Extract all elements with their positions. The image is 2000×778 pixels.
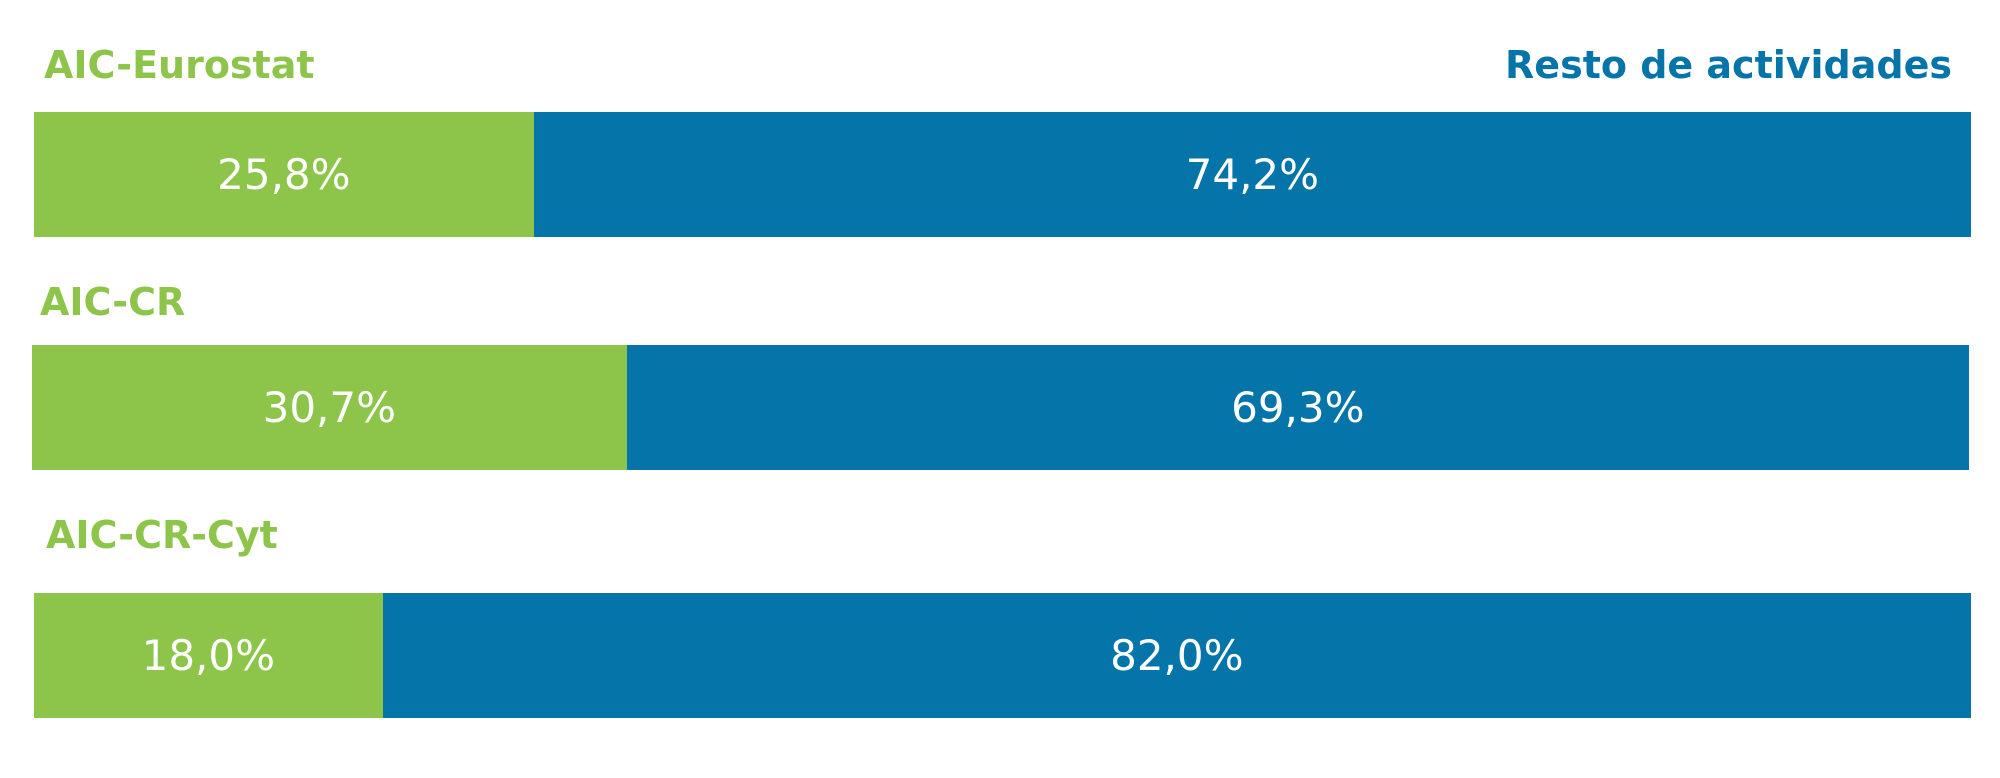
bar-segment-resto-aic-cr-cyt: 82,0% xyxy=(382,593,1971,718)
data-label: 30,7% xyxy=(262,383,397,432)
row-label-aic-cr-cyt: AIC-CR-Cyt xyxy=(46,513,278,557)
data-label: 74,2% xyxy=(1185,150,1320,199)
bar-row-aic-cr: 30,7% 69,3% xyxy=(32,345,1969,470)
bar-segment-aic-aic-eurostat: 25,8% xyxy=(34,112,534,237)
bar-segment-resto-aic-eurostat: 74,2% xyxy=(533,112,1971,237)
bar-row-aic-cr-cyt: 18,0% 82,0% xyxy=(34,593,1971,718)
data-label: 25,8% xyxy=(217,150,351,199)
data-label: 82,0% xyxy=(1110,631,1244,680)
row-label-aic-eurostat: AIC-Eurostat xyxy=(44,43,315,87)
data-label: 69,3% xyxy=(1231,383,1365,432)
bar-segment-aic-aic-cr-cyt: 18,0% xyxy=(34,593,383,718)
legend-resto-de-actividades: Resto de actividades xyxy=(1505,43,1952,87)
bar-row-aic-eurostat: 25,8% 74,2% xyxy=(34,112,1971,237)
row-label-aic-cr: AIC-CR xyxy=(40,280,186,324)
bar-segment-aic-aic-cr: 30,7% xyxy=(32,345,627,470)
data-label: 18,0% xyxy=(141,631,276,680)
bar-segment-resto-aic-cr: 69,3% xyxy=(626,345,1969,470)
